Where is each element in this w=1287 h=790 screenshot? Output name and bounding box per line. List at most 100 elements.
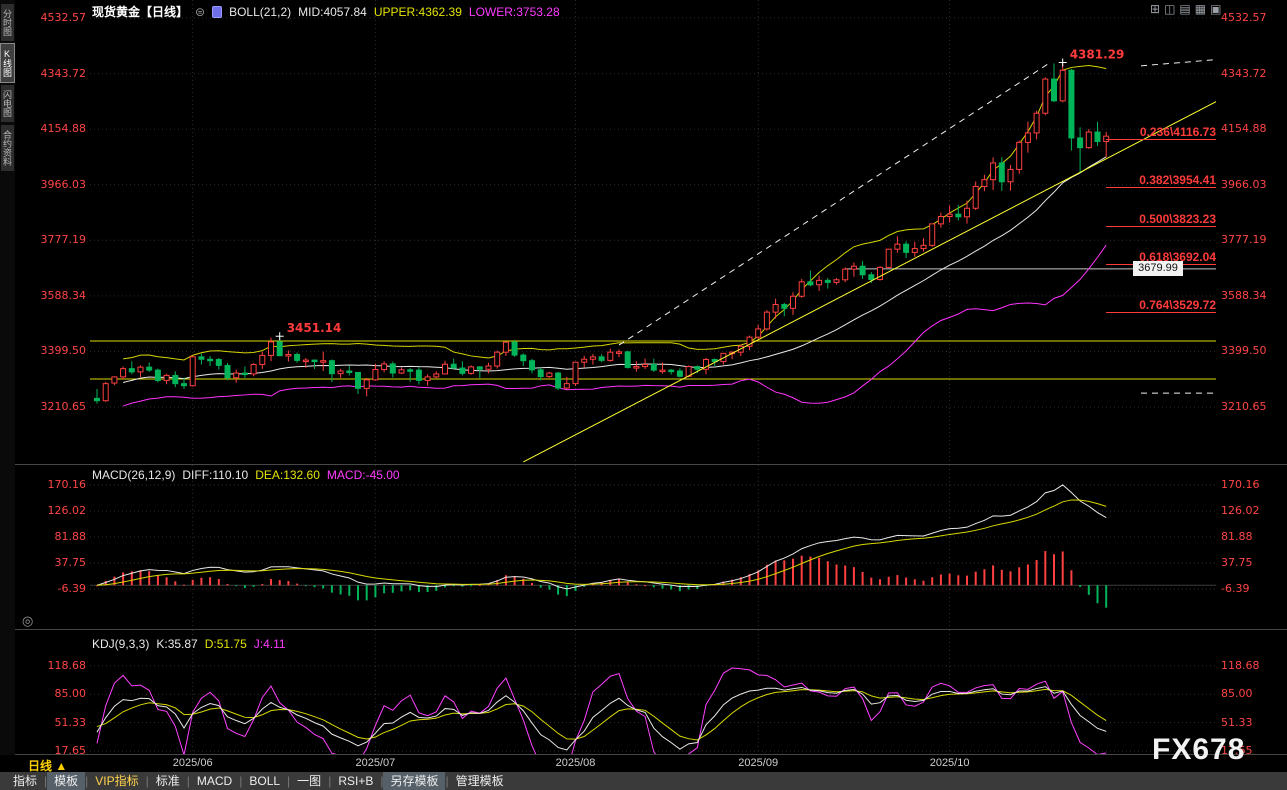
candle	[389, 363, 396, 374]
macd-title: MACD(26,12,9)	[92, 468, 176, 482]
kdj-title: KDJ(9,3,3)	[92, 637, 150, 651]
candle	[1051, 78, 1057, 102]
candle	[424, 376, 431, 381]
candle	[372, 369, 379, 381]
candle	[607, 351, 614, 361]
layout-grid4-icon[interactable]: ⊞	[1150, 2, 1161, 16]
price-axis-label: 4532.57	[40, 10, 87, 24]
price-axis-label: 3588.34	[1221, 288, 1267, 302]
candle	[102, 383, 109, 402]
toolbar-item-8[interactable]: RSI+B	[338, 774, 374, 788]
layout-split2-icon[interactable]: ◫	[1164, 2, 1176, 16]
period-selector[interactable]: 日线 ▲	[28, 757, 67, 774]
toolbar-item-3[interactable]: VIP指标	[95, 774, 139, 788]
dashed-trendline[interactable]	[618, 62, 1050, 346]
kdj-j-value: J:4.11	[253, 637, 286, 651]
macd-panel[interactable]	[90, 465, 1216, 630]
toolbar-item-2[interactable]: 模板	[47, 772, 86, 790]
candle	[259, 354, 266, 366]
toolbar-item-1[interactable]: 指标	[13, 774, 38, 788]
macd-macd-value: MACD:-45.00	[326, 468, 400, 482]
candle	[772, 303, 779, 313]
target-icon[interactable]: ◎	[22, 613, 34, 628]
layout-single-icon[interactable]: ▣	[1210, 2, 1222, 16]
candle	[415, 369, 422, 381]
candle	[407, 369, 414, 372]
sidebar-tab-4[interactable]: 合约资料	[1, 125, 14, 171]
toolbar-item-5[interactable]: MACD	[196, 774, 233, 788]
watermark: FX678	[1152, 733, 1246, 766]
chevron-up-icon: ▲	[55, 759, 68, 773]
candle	[885, 248, 892, 268]
candle	[781, 303, 788, 309]
dashed-top-segment[interactable]	[1140, 59, 1216, 67]
macd-axis-label: 170.16	[47, 478, 87, 491]
time-axis-label: 2025/10	[929, 757, 970, 769]
macd-dea-value: DEA:132.60	[255, 468, 320, 482]
price-axis-label: 3210.65	[40, 399, 87, 413]
toolbar-item-4[interactable]: 标准	[155, 774, 180, 788]
macd-axis-label: -6.39	[57, 582, 86, 595]
price-axis-label: 3399.50	[40, 344, 87, 358]
candle	[111, 376, 118, 384]
sidebar-tab-3[interactable]: 闪电图	[1, 85, 14, 122]
candle	[824, 279, 831, 283]
toolbar-separator: |	[186, 774, 190, 788]
macd-axis-label: -6.39	[1221, 582, 1250, 595]
kdj-k-value: K:35.87	[156, 637, 198, 651]
symbol-title: 现货黄金【日线】	[92, 5, 189, 19]
candle	[294, 354, 301, 361]
candle	[433, 373, 440, 378]
macd-diff-line	[96, 484, 1107, 590]
toolbar-separator: |	[287, 774, 291, 788]
price-axis-label: 3777.19	[40, 233, 87, 247]
kdj-panel[interactable]	[90, 630, 1216, 755]
toolbar-item-10[interactable]: 管理模板	[455, 774, 504, 788]
candle	[233, 372, 240, 379]
candle	[1033, 112, 1040, 134]
candle	[746, 336, 753, 347]
toolbar-item-6[interactable]: BOLL	[249, 774, 281, 788]
candle	[763, 311, 770, 330]
candle	[563, 383, 570, 389]
candle	[877, 266, 883, 280]
candle	[468, 366, 475, 374]
candle	[207, 358, 214, 362]
chart-type-sidebar: 分时图 K线图闪电图合约资料	[0, 0, 15, 755]
toolbar-item-9[interactable]: 另存模板	[383, 772, 446, 790]
panel-divider	[0, 464, 1287, 465]
macd-diff-value: DIFF:110.10	[182, 468, 249, 482]
candle	[998, 162, 1005, 183]
candle	[146, 366, 153, 371]
bottom-toolbar: 指标 | 模板 | VIP指标 | 标准 | MACD | BOLL | 一图 | RSI+B | 另存模板 | 管…	[0, 772, 1287, 790]
price-marker-box[interactable]: 3679.99	[1133, 260, 1183, 276]
candle	[520, 354, 527, 362]
candle	[798, 281, 805, 297]
candlestick-chart[interactable]: 3451.14 4381.29	[90, 0, 1216, 465]
candle	[642, 364, 649, 368]
kdj-d-line	[96, 688, 1107, 741]
price-annotation: 3451.14	[287, 321, 342, 335]
layout-grid9-icon[interactable]: ▦	[1194, 2, 1207, 16]
toolbar-separator: |	[44, 774, 48, 788]
boll-upper-value: UPPER:4362.39	[373, 4, 462, 19]
candle	[346, 370, 353, 373]
candle	[511, 341, 518, 356]
candle	[850, 265, 857, 270]
yellow-trendline[interactable]	[523, 100, 1216, 463]
sidebar-tab-2[interactable]: K线图	[0, 43, 15, 83]
candle	[459, 367, 466, 374]
candle	[1059, 69, 1066, 102]
sidebar-tab-1[interactable]: 分时图	[1, 4, 14, 41]
candle	[946, 213, 953, 218]
toolbar-separator: |	[239, 774, 243, 788]
macd-axis-label: 81.88	[1221, 530, 1253, 543]
indicator-tag-icon[interactable]	[212, 5, 223, 18]
layout-rows-icon[interactable]: ▤	[1179, 2, 1191, 16]
toolbar-separator: |	[145, 774, 149, 788]
panel-divider	[0, 754, 1287, 755]
toolbar-item-7[interactable]: 一图	[297, 774, 322, 788]
candle	[624, 351, 631, 368]
candle	[442, 363, 448, 375]
compare-icon[interactable]: ⊜	[195, 4, 206, 19]
